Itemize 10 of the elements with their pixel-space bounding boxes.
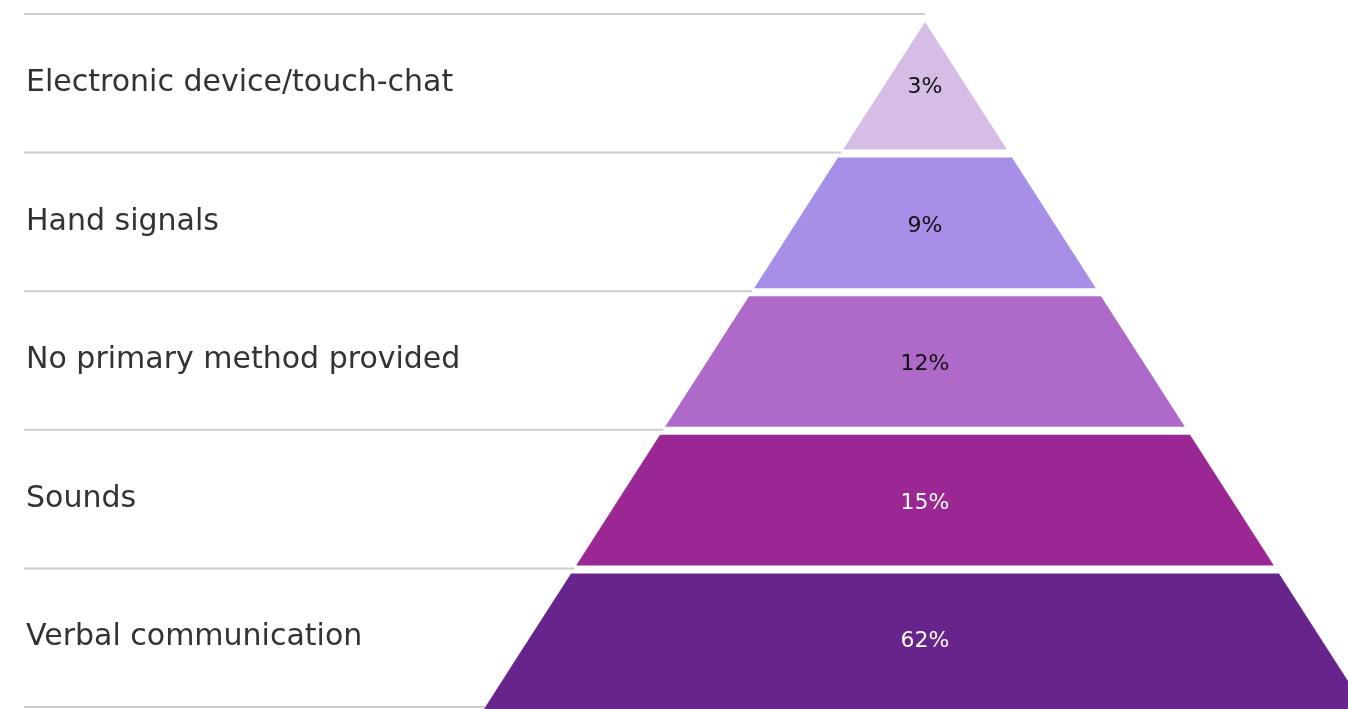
category-label: Electronic device/touch-chat [26, 63, 454, 99]
category-label: Hand signals [26, 201, 219, 237]
data-label: 12% [900, 350, 950, 376]
category-label: No primary method provided [26, 340, 461, 376]
data-label: 62% [900, 627, 950, 653]
data-label: 9% [907, 211, 943, 237]
category-label: Verbal communication [26, 617, 363, 653]
data-label: 15% [900, 488, 950, 514]
category-label: Sounds [26, 478, 137, 514]
data-label: 3% [907, 73, 943, 99]
